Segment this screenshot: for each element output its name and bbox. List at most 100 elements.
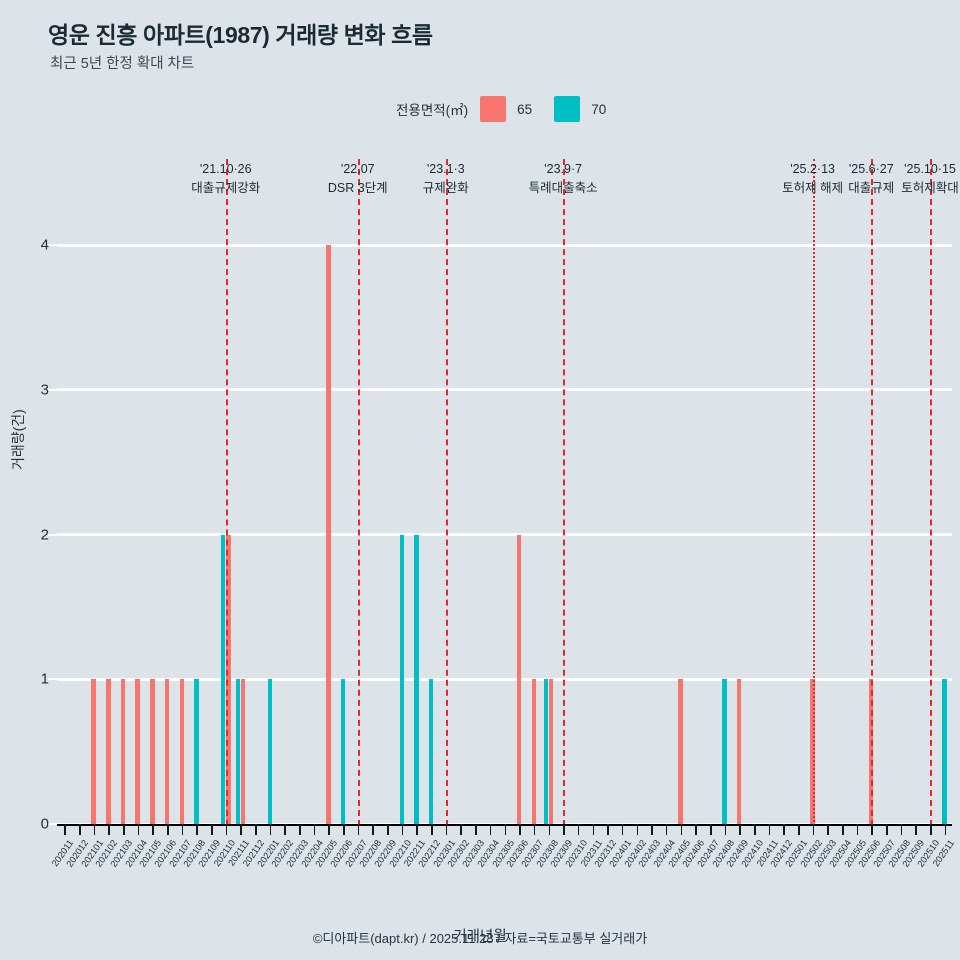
- legend-label-70: 70: [591, 101, 607, 117]
- y-axis-tick-label: 2: [40, 526, 49, 544]
- x-axis-tick: [328, 824, 331, 835]
- x-axis-tick: [871, 824, 873, 835]
- event-line-202110: [225, 159, 228, 826]
- bar-70-202111: [235, 679, 240, 824]
- footer-credit: ©디아파트(dapt.kr) / 2025.11.28 / 자료=국토교통부 실…: [312, 931, 648, 946]
- x-axis-tick: [944, 824, 947, 835]
- bar-65-202502: [810, 679, 815, 824]
- x-axis-tick: [695, 824, 697, 835]
- x-axis-tick: [123, 824, 125, 835]
- y-axis-title: 거래량(건): [10, 409, 26, 470]
- x-axis-tick: [592, 824, 595, 835]
- x-axis-tick: [607, 824, 609, 835]
- x-axis-tick: [753, 824, 756, 835]
- x-axis-tick: [431, 824, 433, 835]
- legend-title: 전용면적(㎡): [396, 103, 469, 118]
- x-axis-tick: [797, 824, 800, 835]
- x-axis-tick: [343, 824, 345, 835]
- bar-65-202307: [531, 679, 537, 824]
- x-axis-tick: [636, 824, 639, 835]
- x-axis-tick: [299, 824, 301, 835]
- x-axis-tick: [181, 824, 184, 835]
- x-axis-tick: [489, 824, 492, 835]
- event-label-202506: '25.6·27 대출규제: [848, 162, 895, 196]
- x-axis-tick: [929, 824, 932, 835]
- x-axis-tick: [93, 824, 96, 835]
- event-label-202301: '23.1·3 규제완화: [422, 162, 469, 196]
- event-line-202309: [563, 159, 566, 826]
- bar-65-202103: [120, 679, 126, 824]
- bar-65-202111: [240, 679, 246, 824]
- x-axis-tick: [885, 824, 888, 835]
- y-axis-tick: [48, 678, 57, 681]
- x-axis-tick: [812, 824, 815, 835]
- x-axis-tick: [313, 824, 316, 835]
- x-axis-tick: [64, 824, 66, 835]
- bar-65-202409: [737, 679, 742, 824]
- y-axis-tick: [48, 388, 57, 391]
- x-axis-tick: [255, 824, 257, 835]
- x-axis-tick: [651, 824, 653, 835]
- x-axis-tick: [739, 824, 741, 835]
- x-axis-tick: [284, 824, 286, 835]
- x-axis-tick: [768, 824, 771, 835]
- bar-65-202105: [150, 679, 155, 824]
- x-axis-tick: [577, 824, 580, 835]
- x-axis-tick: [387, 824, 389, 835]
- x-axis-tick: [79, 824, 81, 835]
- x-axis-tick: [563, 824, 565, 835]
- x-axis-tick: [856, 824, 859, 835]
- event-label-202502: '25.2·13 토허제 해제: [782, 162, 844, 196]
- event-line-202207: [357, 159, 360, 826]
- x-axis-title: 거래년월: [453, 929, 507, 945]
- x-axis-tick: [680, 824, 683, 835]
- event-label-202309: '23.9·7 특례대출축소: [528, 162, 598, 196]
- event-line-202301: [445, 159, 448, 826]
- bar-65-202102: [106, 679, 111, 824]
- legend-label-65: 65: [517, 101, 533, 117]
- gridline: [57, 533, 952, 537]
- x-axis-tick: [196, 824, 198, 835]
- y-axis-tick: [48, 533, 57, 536]
- bar-65-202106: [164, 679, 170, 824]
- legend-swatch-70: [554, 96, 581, 122]
- x-axis-tick: [240, 824, 242, 835]
- x-axis-tick: [504, 824, 507, 835]
- bar-70-202511: [942, 679, 947, 824]
- y-axis-tick: [48, 823, 57, 825]
- legend: 전용면적(㎡) 65 70: [396, 96, 606, 122]
- x-axis-tick: [357, 824, 360, 835]
- x-axis-tick: [401, 824, 404, 835]
- bar-70-202211: [414, 534, 419, 824]
- x-axis-tick: [841, 824, 844, 835]
- x-axis-tick: [915, 824, 917, 835]
- bar-70-202308: [543, 679, 548, 824]
- gridline: [57, 243, 952, 247]
- x-axis: 202011 202012 202101 202102 202103 202104 2021…: [50, 824, 956, 869]
- x-axis-tick: [709, 824, 712, 835]
- y-axis-tick: [48, 244, 57, 247]
- y-axis-tick-label: 0: [40, 815, 49, 833]
- x-axis-tick: [783, 824, 785, 835]
- x-axis-tick: [269, 824, 272, 835]
- bar-65-202306: [516, 534, 522, 824]
- gridline: [57, 677, 952, 681]
- x-axis-tick: [827, 824, 829, 835]
- page-subtitle: 최근 5년 한정 확대 차트: [50, 56, 195, 72]
- bar-70-202210: [399, 534, 404, 824]
- bar-70-202201: [267, 679, 272, 824]
- x-axis-tick: [108, 824, 110, 835]
- x-axis-tick: [621, 824, 624, 835]
- bar-70-202206: [340, 679, 346, 824]
- legend-swatch-65: [480, 96, 507, 122]
- y-axis-tick-label: 1: [40, 670, 49, 688]
- x-axis-tick: [445, 824, 448, 835]
- event-label-202510: '25.10·15 토허제확대: [901, 162, 959, 196]
- gridline: [57, 388, 952, 392]
- page-title: 영운 진흥 아파트(1987) 거래량 변화 흐름: [48, 22, 433, 48]
- bar-65-202205: [326, 245, 331, 824]
- x-axis-tick: [211, 824, 213, 835]
- x-axis-tick: [225, 824, 228, 835]
- x-axis-tick: [900, 824, 903, 835]
